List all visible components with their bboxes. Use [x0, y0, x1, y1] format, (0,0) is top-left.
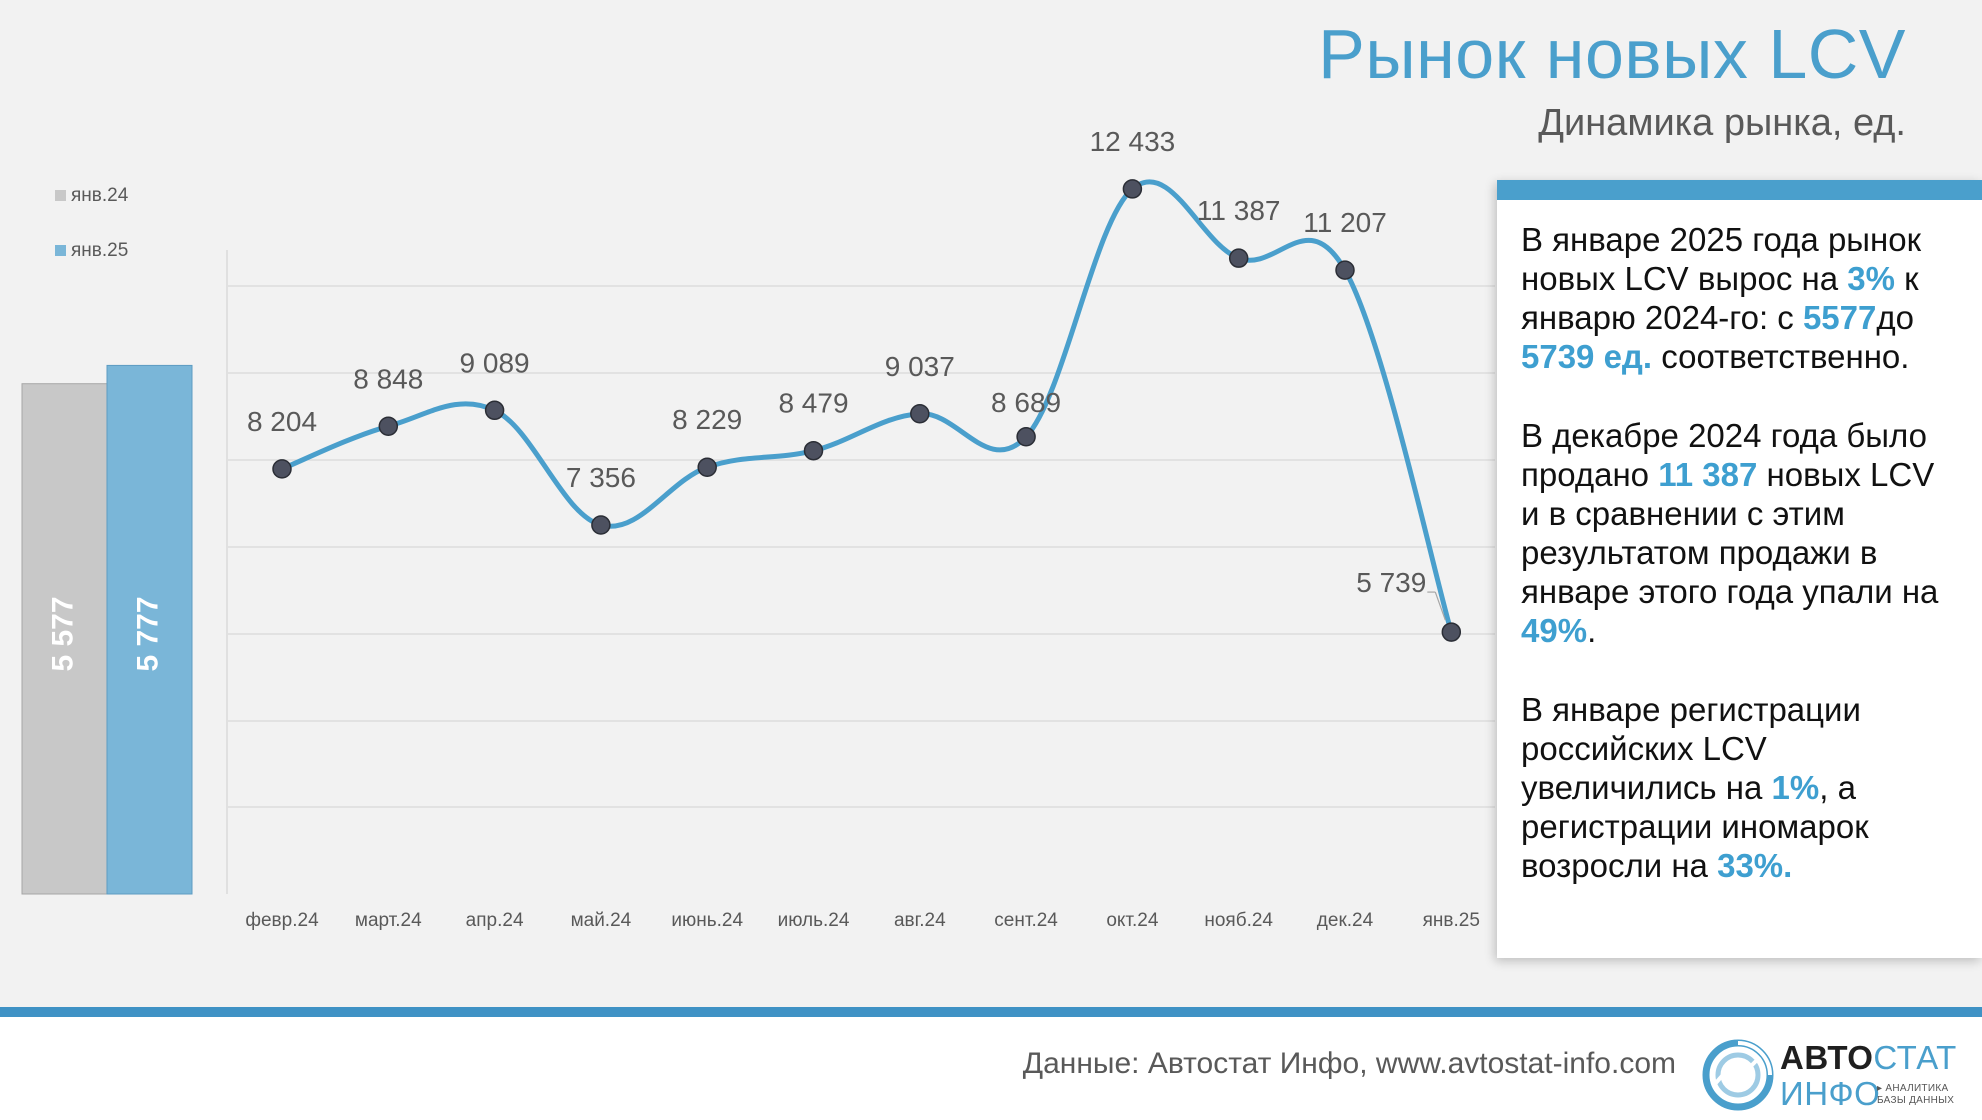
legend-swatch	[55, 245, 66, 256]
data-label: 11 207	[1303, 207, 1387, 238]
data-label: 12 433	[1090, 126, 1176, 157]
data-point-сент.24	[1016, 427, 1036, 447]
data-label: 5 739	[1356, 567, 1426, 598]
page-title: Рынок новых LCV	[1318, 15, 1906, 93]
panel-text: В январе 2025 года рынок новых LCV вырос…	[1521, 220, 1961, 925]
bar-янв.24	[21, 383, 108, 895]
data-label: 8 204	[247, 406, 317, 437]
legend-swatch	[55, 190, 66, 201]
x-tick-label: сент.24	[994, 910, 1058, 931]
logo-word-1: АВТОСТАТ	[1780, 1039, 1957, 1076]
data-point-март.24	[378, 416, 399, 437]
x-tick-label: окт.24	[1106, 910, 1159, 931]
footer-accent-bar	[0, 1007, 1982, 1017]
data-label: 7 356	[566, 462, 636, 493]
data-point-июнь.24	[697, 457, 717, 477]
summary-paragraph-1: В январе 2025 года рынок новых LCV вырос…	[1521, 221, 1922, 375]
data-label: 8 229	[672, 404, 742, 435]
x-tick-label: нояб.24	[1204, 910, 1273, 931]
x-tick-label: авг.24	[894, 910, 946, 931]
data-label: 8 848	[353, 363, 423, 394]
logo-tagline-2: БАЗЫ ДАННЫХ	[1877, 1095, 1955, 1106]
data-point-нояб.24	[1228, 248, 1249, 268]
data-point-окт.24	[1122, 179, 1143, 199]
data-label: 11 387	[1197, 195, 1281, 226]
bar-data-label: 5 577	[46, 596, 79, 671]
x-tick-label: март.24	[355, 910, 422, 931]
data-point-апр.24	[484, 400, 505, 421]
logo-word-2: ИНФО	[1780, 1075, 1881, 1112]
logo-emblem-icon	[1702, 1039, 1774, 1111]
data-label: 9 089	[460, 347, 530, 378]
page-subtitle: Динамика рынка, ед.	[1538, 102, 1906, 144]
data-label: 9 037	[885, 351, 955, 382]
x-tick-label: апр.24	[466, 910, 524, 931]
x-tick-label: май.24	[571, 910, 632, 931]
series-line	[279, 179, 1454, 635]
x-tick-label: янв.25	[1423, 910, 1480, 931]
data-point-авг.24	[910, 404, 930, 424]
bar-data-label: 5 777	[131, 596, 164, 671]
data-label: 8 479	[778, 388, 848, 419]
summary-paragraph-2: В декабре 2024 года было продано 11 387 …	[1521, 417, 1939, 649]
x-tick-label: февр.24	[245, 910, 319, 931]
footer: Данные: Автостат Инфо, www.avtostat-info…	[0, 1017, 1982, 1120]
label-leader-line	[1434, 591, 1446, 621]
data-point-май.24	[591, 515, 611, 535]
data-label: 8 689	[991, 387, 1061, 418]
bar-янв.25	[106, 364, 193, 895]
logo-tagline-1: ▸ АНАЛИТИКА	[1877, 1083, 1949, 1094]
chart-area: 5 577 5 777 янв.24 янв.25 8 204 февр.24 8 848 м…	[21, 126, 1495, 931]
x-tick-label: июль.24	[778, 910, 850, 931]
legend-label: янв.25	[71, 240, 128, 261]
data-point-дек.24	[1335, 260, 1355, 280]
data-point-февр.24	[272, 459, 292, 479]
x-tick-label: июнь.24	[671, 910, 743, 931]
x-tick-label: дек.24	[1317, 910, 1374, 931]
summary-paragraph-3: В январе регистрации российских LCV увел…	[1521, 691, 1869, 884]
panel-accent-bar	[1497, 180, 1982, 200]
data-source: Данные: Автостат Инфо, www.avtostat-info…	[1022, 1047, 1676, 1080]
legend-label: янв.24	[71, 185, 129, 206]
avtostat-logo: АВТОСТАТ ИНФО ▸ АНАЛИТИКА БАЗЫ ДАННЫХ	[1700, 1037, 1960, 1117]
data-point-июль.24	[803, 440, 824, 461]
summary-panel: В январе 2025 года рынок новых LCV вырос…	[1497, 180, 1982, 958]
data-point-янв.25	[1441, 622, 1462, 642]
